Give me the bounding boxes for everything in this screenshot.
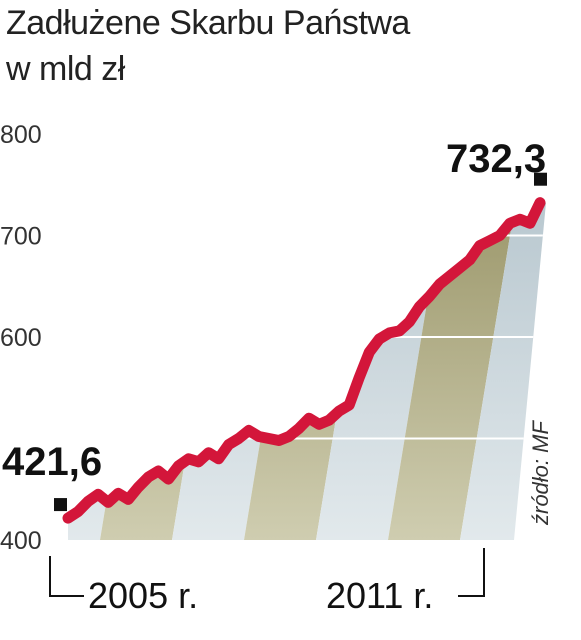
title-text: Zadłużene Skarbu Państwa [6,4,410,42]
subtitle-text: w mld zł [6,50,125,88]
area-band [460,202,546,540]
x-label-2005: 2005 r. [88,575,198,616]
y-tick-label: 600 [0,324,42,352]
start-marker [54,498,67,512]
y-tick-label: 400 [0,527,42,555]
chart-title: Zadłużene Skarbu Państwa w mld zł [6,0,410,92]
start-value-label: 421,6 [2,440,102,484]
source-note: źródło: MF [528,420,553,526]
end-marker [534,172,547,186]
y-tick-label: 800 [0,121,42,149]
series-line [62,197,546,524]
x-label-2011: 2011 r. [326,575,433,616]
x-bracket-left [49,556,84,597]
y-axis-ticks: 800 700 600 400 [0,121,42,555]
y-tick-label: 700 [0,223,42,251]
x-bracket-right [458,548,485,597]
end-value-label: 732,3 [446,137,546,181]
